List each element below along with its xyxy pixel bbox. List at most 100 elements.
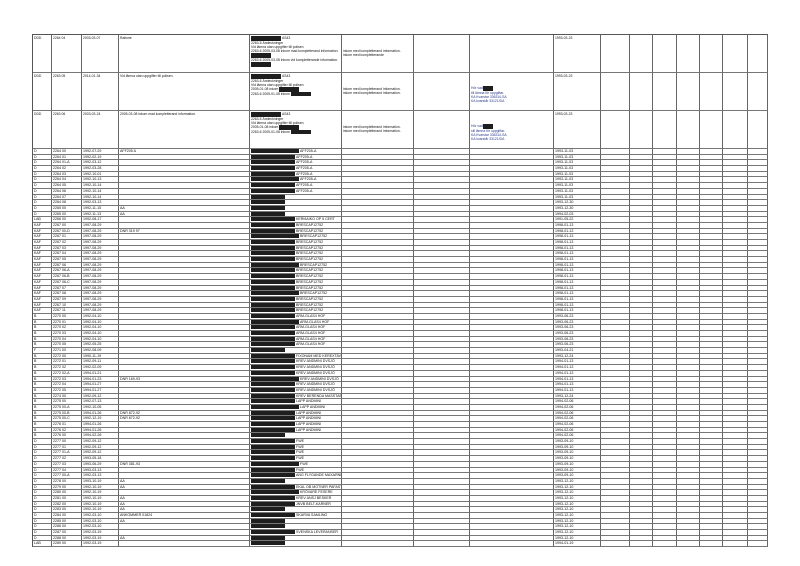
- table-cell: 1993-09-10: [554, 450, 601, 457]
- table-cell: [653, 228, 677, 235]
- table-cell: D: [33, 188, 52, 195]
- table-cell: [700, 166, 723, 172]
- record-date: 1992-10-05: [83, 404, 102, 409]
- category-code: B: [34, 387, 37, 392]
- record-number: 2267 06-A: [53, 268, 70, 273]
- table-cell: 2270 01: [52, 319, 82, 326]
- table-cell: KAF: [33, 262, 52, 269]
- table-cell: [748, 35, 768, 73]
- record-number: 2288 00: [53, 535, 66, 540]
- table-cell: [677, 524, 700, 531]
- table-cell: KAF: [33, 251, 52, 258]
- table-cell: [723, 365, 748, 371]
- table-cell: [723, 222, 748, 229]
- table-cell: [700, 450, 723, 457]
- record-description: BRESCAP12752: [296, 274, 324, 279]
- table-cell: 1992-10-14: [82, 183, 119, 189]
- category-code: B: [34, 416, 37, 421]
- redaction-bar: [251, 240, 295, 245]
- redacted-line: AS43: [251, 36, 340, 41]
- table-row: D 2264 07 1992-10-14 1993-11-03: [33, 194, 768, 201]
- table-cell: KREV ANDMINI DVSJÖ: [250, 382, 342, 388]
- table-cell: [677, 353, 700, 360]
- table-cell: [601, 183, 630, 189]
- table-cell: [630, 467, 653, 474]
- table-cell: [677, 240, 700, 246]
- table-cell: 1992-03-10: [82, 518, 119, 525]
- record-number: 2265 00: [53, 205, 66, 210]
- table-cell: [470, 342, 554, 349]
- table-cell: [601, 325, 630, 331]
- table-cell: D: [33, 149, 52, 155]
- record-note: DNR 169-93: [120, 376, 140, 381]
- table-cell: [677, 228, 700, 235]
- table-cell: [700, 257, 723, 263]
- table-cell: 1998-01-13: [554, 257, 601, 263]
- record-description: LAPP ANDMINI: [296, 416, 322, 421]
- record-description: BRESCAP12752: [296, 285, 324, 290]
- table-cell: [630, 404, 653, 411]
- record-description: ARM-GLAS4 HOF: [296, 336, 326, 341]
- record-description: BRESCAP12752: [296, 228, 324, 233]
- table-cell: AA: [119, 495, 250, 502]
- table-cell: [414, 484, 470, 491]
- record-description: KERMAIKO OP 5 CERT: [296, 217, 335, 222]
- table-cell: [630, 478, 653, 485]
- category-code: D: [34, 205, 37, 210]
- table-row: KAF 2267 04 1997-08-29 BRESCAP12752 1998-01-…: [33, 251, 768, 258]
- table-cell: 1994-01-21: [82, 370, 119, 377]
- table-cell: 1997-08-29: [82, 308, 119, 314]
- table-cell: [250, 535, 342, 542]
- table-cell: [653, 279, 677, 286]
- record-note: DNR 872-92: [120, 410, 140, 415]
- record-description: BRESCAP12752: [296, 296, 324, 301]
- table-cell: [653, 393, 677, 400]
- category-code: D: [34, 171, 37, 176]
- table-cell: [470, 171, 554, 178]
- table-cell: [601, 541, 630, 548]
- table-cell: AFF205-A: [250, 149, 342, 155]
- record-date: 2003-03-24: [83, 112, 101, 116]
- record-end-date: 1998-01-13: [555, 222, 574, 227]
- table-cell: [342, 285, 414, 292]
- table-cell: [630, 183, 653, 189]
- table-cell: [748, 467, 768, 474]
- table-row: D 2285 00 1992-03-10 AA 1993-12-10: [33, 518, 768, 525]
- table-row: D 2286 00 1992-03-10 1993-12-10: [33, 524, 768, 531]
- table-cell: [601, 376, 630, 383]
- note-line: inkom med kompletterand information.: [343, 129, 401, 134]
- table-cell: [700, 467, 723, 474]
- spacer: [343, 74, 412, 87]
- table-row: B 2270 04 1992-04-10 ARM-GLAS4 HOF 1993-06-2…: [33, 336, 768, 343]
- table-cell: D: [33, 467, 52, 474]
- note-text: sill lämna för uppgiftar.: [471, 128, 505, 133]
- table-cell: 1993-12-10: [554, 507, 601, 513]
- record-number: 2272 02-A: [53, 370, 70, 375]
- table-cell: 2267 01: [52, 234, 82, 240]
- table-cell: [748, 427, 768, 434]
- table-cell: [700, 478, 723, 485]
- table-cell: [342, 319, 414, 326]
- table-cell: [748, 166, 768, 172]
- record-end-date: 1998-01-13: [555, 279, 574, 284]
- record-number: 2276 01: [53, 422, 66, 426]
- table-cell: 1993-10-19: [82, 478, 119, 485]
- category-code: DDD: [34, 112, 42, 116]
- table-cell: [414, 518, 470, 525]
- record-date: 1992-05-25: [83, 342, 102, 347]
- record-end-date: 1998-01-13: [555, 240, 574, 244]
- redaction-bar: [251, 484, 295, 489]
- table-cell: [677, 171, 700, 178]
- table-cell: [342, 348, 414, 354]
- table-cell: 1993-12-10: [554, 490, 601, 496]
- table-cell: [414, 495, 470, 502]
- table-cell: [653, 171, 677, 178]
- redaction-bar: [251, 154, 295, 159]
- table-cell: [119, 268, 250, 275]
- table-cell: [700, 399, 723, 405]
- table-cell: 2267 07: [52, 285, 82, 292]
- table-cell: 1990-11-19: [82, 353, 119, 360]
- category-code: D: [34, 478, 37, 483]
- table-cell: [414, 205, 470, 212]
- record-date: 1997-08-29: [83, 257, 102, 262]
